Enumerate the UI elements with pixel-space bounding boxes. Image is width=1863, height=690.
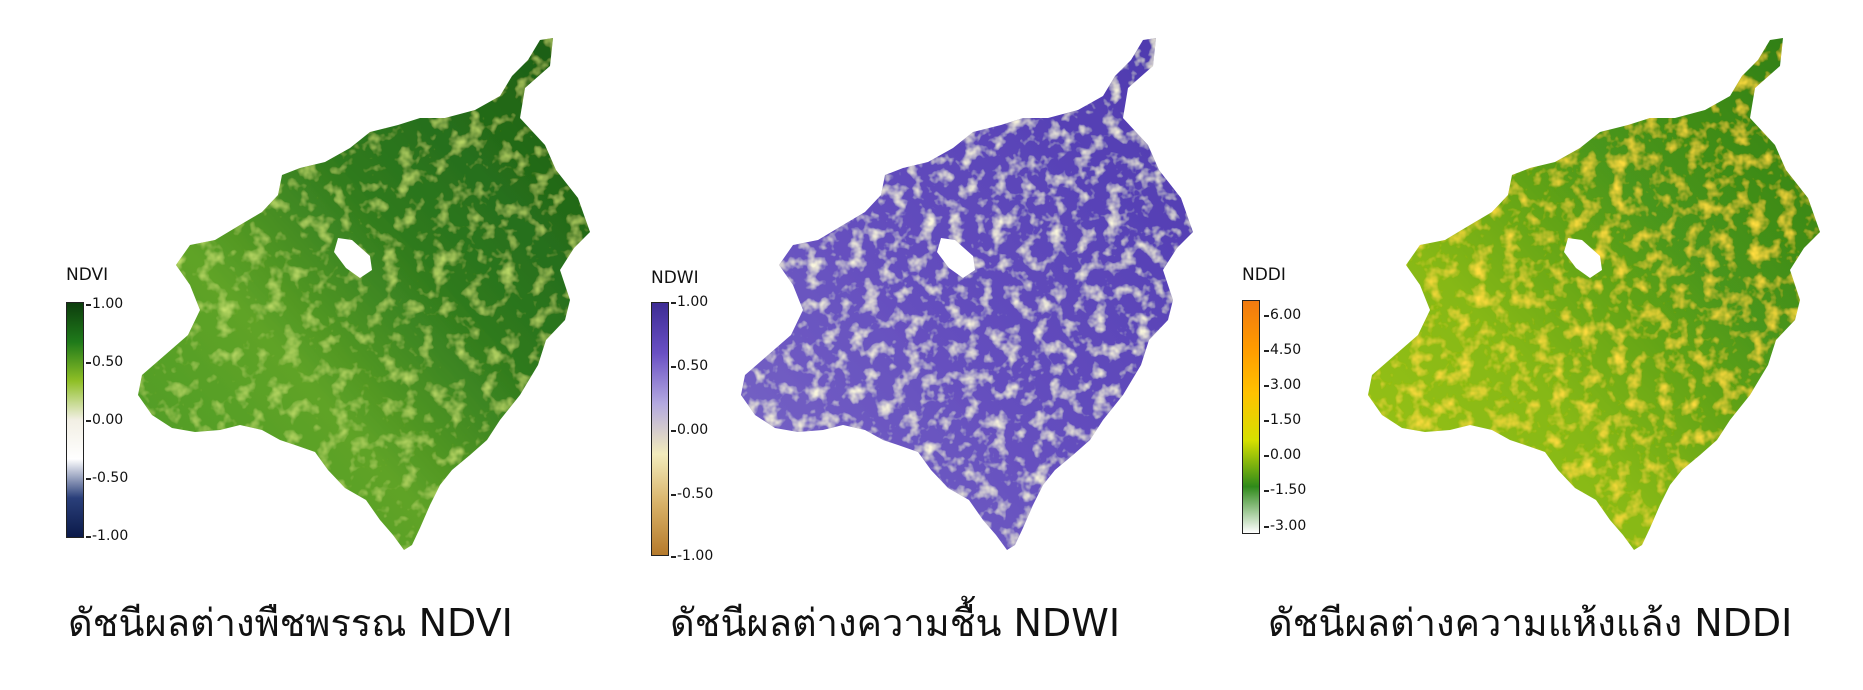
- ndwi-legend-title: NDWI: [651, 268, 699, 288]
- nddi-tick: -1.50: [1263, 482, 1307, 498]
- ndwi-caption: ดัชนีผลต่างความชื้น NDWI: [670, 601, 1121, 645]
- ndwi-color-bar: [651, 302, 669, 556]
- ndwi-map: [741, 38, 1193, 550]
- nddi-caption: ดัชนีผลต่างความแห้งแล้ง NDDI: [1268, 601, 1793, 645]
- nddi-tick: -3.00: [1263, 518, 1307, 534]
- ndwi-panel: NDWI 1.00 0.50 0.00 -0.50 -1.00 ดัชนีผลต…: [621, 0, 1242, 690]
- ndwi-tick: 1.00: [670, 294, 709, 310]
- nddi-color-bar: [1242, 300, 1260, 534]
- nddi-tick: 6.00: [1263, 307, 1302, 323]
- nddi-tick: 3.00: [1263, 377, 1302, 393]
- ndwi-tick: -0.50: [670, 486, 714, 502]
- nddi-tick: 0.00: [1263, 447, 1302, 463]
- ndvi-caption: ดัชนีผลต่างพืชพรรณ NDVI: [68, 601, 513, 645]
- ndvi-tick: -1.00: [85, 528, 129, 544]
- ndvi-legend-title: NDVI: [66, 265, 109, 285]
- nddi-panel: NDDI 6.00 4.50 3.00 1.50 0.00 -1.50 -3.0…: [1242, 0, 1863, 690]
- ndvi-tick: 1.00: [85, 296, 124, 312]
- ndvi-panel: NDVI 1.00 0.50 0.00 -0.50 -1.00 ดัชนีผลต…: [0, 0, 621, 690]
- ndvi-tick: -0.50: [85, 470, 129, 486]
- ndvi-map: [138, 38, 590, 550]
- ndwi-tick: -1.00: [670, 548, 714, 564]
- ndwi-tick: 0.50: [670, 358, 709, 374]
- nddi-tick: 4.50: [1263, 342, 1302, 358]
- ndvi-tick: 0.50: [85, 354, 124, 370]
- nddi-map: [1368, 38, 1820, 550]
- ndvi-color-bar: [66, 302, 84, 538]
- ndwi-tick: 0.00: [670, 422, 709, 438]
- nddi-tick: 1.50: [1263, 412, 1302, 428]
- nddi-legend-title: NDDI: [1242, 265, 1286, 285]
- ndvi-tick: 0.00: [85, 412, 124, 428]
